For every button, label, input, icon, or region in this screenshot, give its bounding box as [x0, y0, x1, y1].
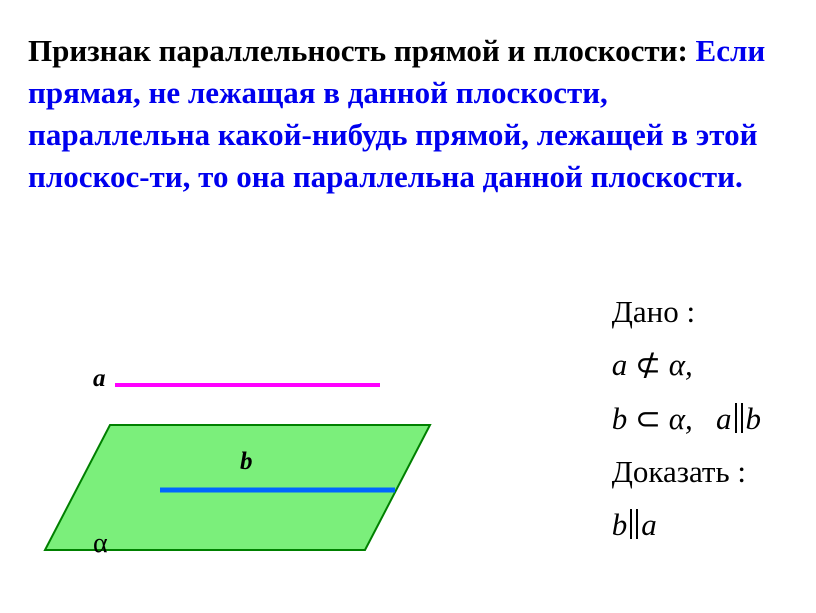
var-a-3: a	[641, 507, 657, 542]
given-line-1: a ⊄ α,	[612, 338, 761, 391]
not-subset-symbol: ⊄	[635, 347, 661, 382]
var-alpha-2: α,	[669, 401, 693, 436]
label-a: a	[93, 365, 106, 393]
var-a: a	[612, 347, 628, 382]
prove-line: ba	[612, 498, 761, 551]
var-b-2: b	[746, 401, 762, 436]
prove-label: Доказать :	[612, 445, 761, 498]
var-b: b	[612, 401, 628, 436]
subset-symbol: ⊂	[635, 401, 661, 436]
theorem-heading: Признак параллельность прямой и плоскост…	[28, 30, 788, 197]
given-line-2: b ⊂ α, ab	[612, 392, 761, 445]
var-alpha: α,	[669, 347, 693, 382]
var-a-2: a	[716, 401, 732, 436]
label-b: b	[240, 448, 253, 476]
var-b-3: b	[612, 507, 628, 542]
given-label: Дано :	[612, 285, 761, 338]
math-statements: Дано : a ⊄ α, b ⊂ α, ab Доказать : ba	[612, 285, 761, 552]
heading-label: Признак параллельность прямой и плоскост…	[28, 33, 696, 68]
geometry-diagram: a b α	[45, 380, 430, 580]
label-alpha: α	[93, 528, 108, 560]
